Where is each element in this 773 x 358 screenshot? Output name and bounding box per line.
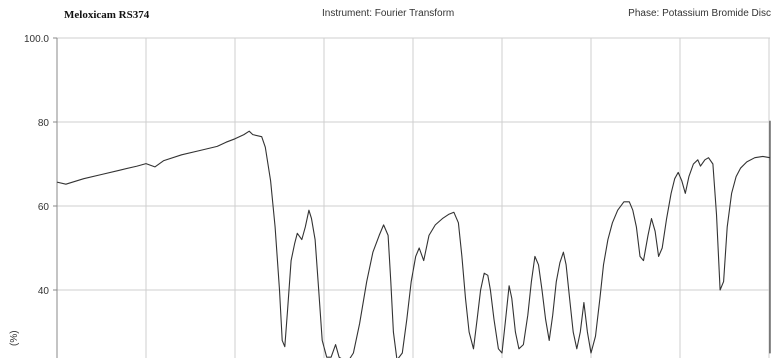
phase-label: Phase: Potassium Bromide Disc (628, 8, 771, 19)
vertical-gridlines (145, 38, 770, 358)
y-tick-label: 60 (38, 202, 50, 213)
spectrum-line (56, 120, 771, 358)
instrument-label: Instrument: Fourier Transform (322, 8, 455, 19)
y-tick-label: 100.0 (24, 34, 49, 45)
compound-title: Meloxicam RS374 (64, 9, 150, 21)
y-tick-label: 40 (38, 286, 50, 297)
horizontal-gridlines (57, 37, 770, 291)
y-axis-ticks: 100.0 80 60 40 (24, 34, 57, 297)
y-tick-label: 80 (38, 118, 50, 129)
y-axis-label: (%) (9, 330, 20, 346)
